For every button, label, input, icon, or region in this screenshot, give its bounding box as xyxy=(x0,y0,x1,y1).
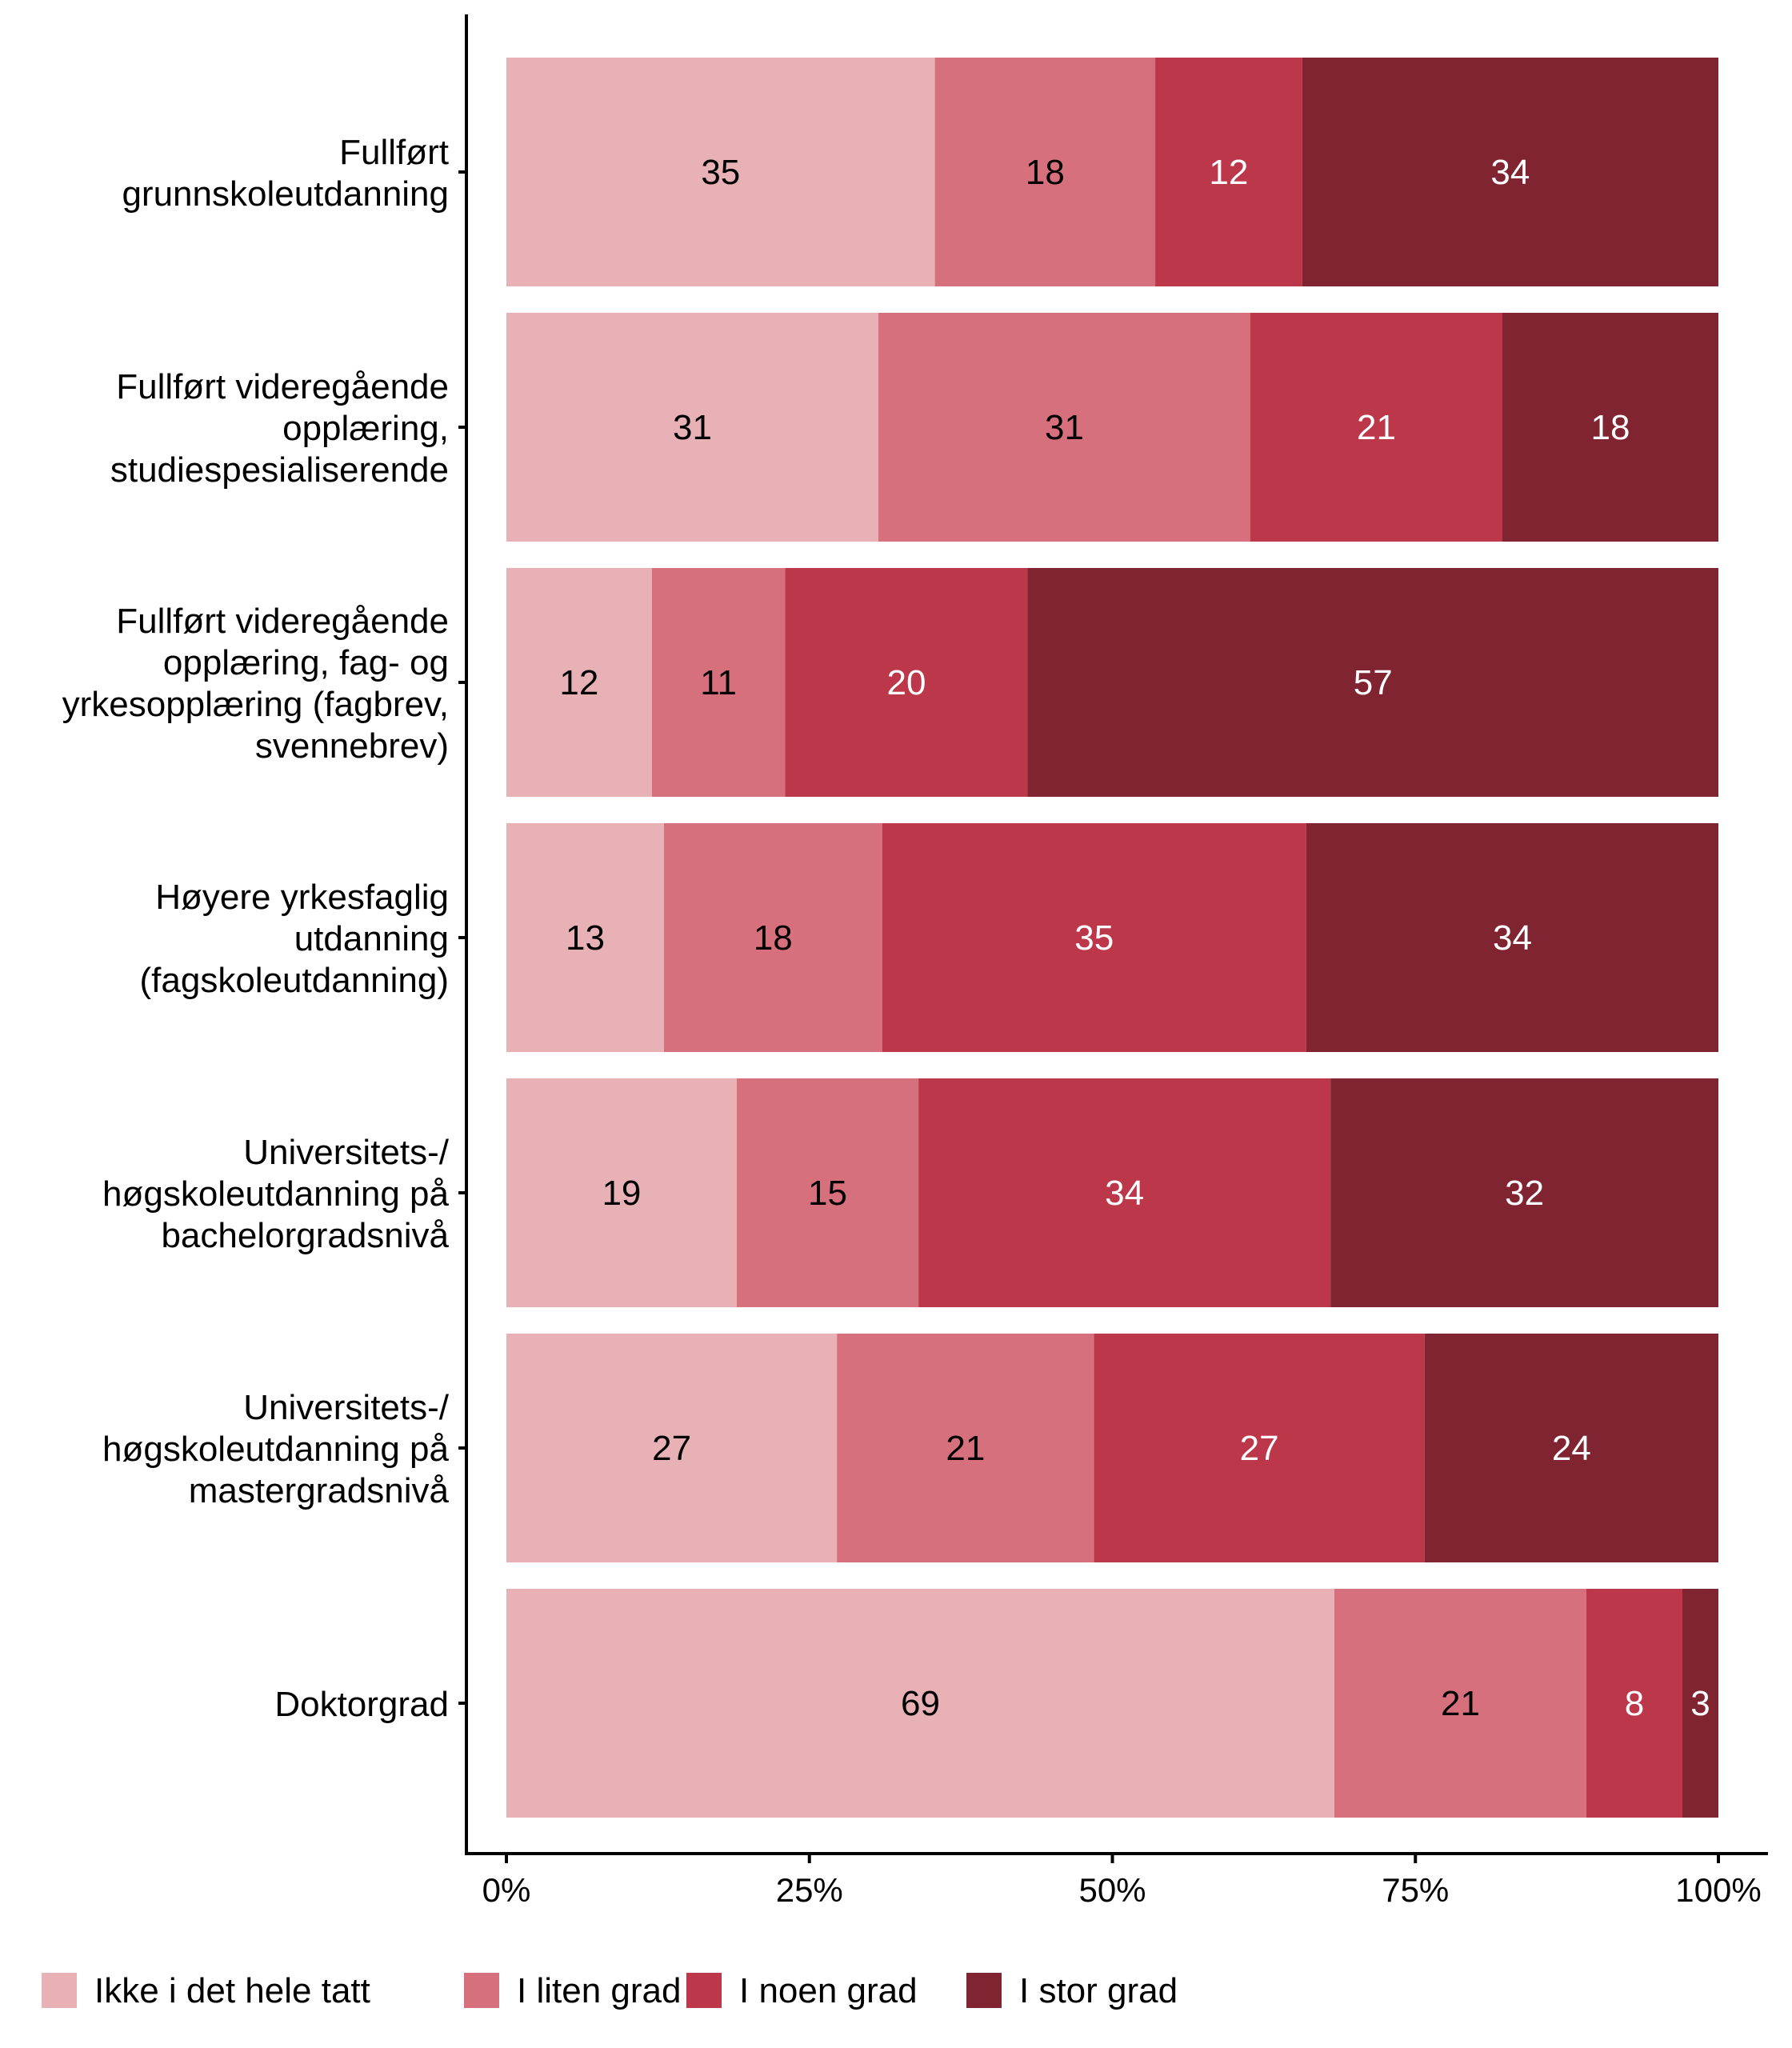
legend-label: I stor grad xyxy=(1019,1971,1178,2010)
data-label: 35 xyxy=(1074,918,1114,958)
bar-segment xyxy=(506,1589,1334,1818)
category-label: Fullført grunnskoleutdanning xyxy=(122,133,449,214)
bar-segment xyxy=(1250,313,1502,542)
bar-segment xyxy=(651,568,786,797)
legend-swatch xyxy=(464,1973,499,2008)
data-label: 57 xyxy=(1354,663,1393,702)
legend[interactable]: Ikke i det hele tatt I liten grad I noen g… xyxy=(42,1971,1178,2010)
data-label: 35 xyxy=(701,153,740,192)
bar-segment xyxy=(1302,58,1718,286)
data-label: 34 xyxy=(1105,1174,1144,1213)
category-label: Universitets-/høgskoleutdanning på master… xyxy=(102,1388,450,1510)
data-label: 20 xyxy=(886,663,926,702)
category-label: Doktorgrad xyxy=(274,1685,449,1724)
data-label: 21 xyxy=(1441,1684,1480,1723)
data-label: 12 xyxy=(559,663,598,702)
category-label: Fullført videregående opplæring, fag- og y… xyxy=(62,602,449,766)
bar-segment xyxy=(1155,58,1302,286)
legend-swatch xyxy=(686,1973,722,2008)
data-label: 18 xyxy=(1591,408,1630,447)
bar-segment xyxy=(736,1078,919,1307)
data-label: 21 xyxy=(946,1429,985,1468)
bar-segment xyxy=(1502,313,1718,542)
legend-swatch xyxy=(966,1973,1002,2008)
bar-segment xyxy=(882,823,1306,1052)
x-tick-label: 100% xyxy=(1675,1871,1761,1909)
data-label: 8 xyxy=(1625,1684,1644,1723)
data-label: 31 xyxy=(673,408,712,447)
bar-segment xyxy=(506,568,652,797)
data-label: 34 xyxy=(1490,153,1530,192)
data-label: 15 xyxy=(808,1174,847,1213)
legend-swatch xyxy=(42,1973,77,2008)
data-label: 32 xyxy=(1505,1174,1544,1213)
x-tick-label: 0% xyxy=(482,1871,531,1909)
legend-item[interactable]: I liten grad xyxy=(464,1971,681,2010)
bar-segment xyxy=(506,313,878,542)
data-label: 13 xyxy=(566,918,605,958)
category-label: Universitets-/høgskoleutdanning på bachel… xyxy=(102,1133,450,1255)
x-tick-label: 50% xyxy=(1078,1871,1146,1909)
x-axis: 0% 25% 50% 75% 100% xyxy=(465,1852,1768,1909)
x-tick-label: 25% xyxy=(776,1871,843,1909)
bar-segment xyxy=(837,1334,1094,1562)
legend-item[interactable]: Ikke i det hele tatt xyxy=(42,1971,370,2010)
bar-segment xyxy=(878,313,1250,542)
bar-segment xyxy=(1094,1334,1425,1562)
data-label: 18 xyxy=(754,918,793,958)
data-label: 31 xyxy=(1045,408,1084,447)
bar-segment xyxy=(663,823,882,1052)
bar-segment xyxy=(506,58,935,286)
data-label: 69 xyxy=(901,1684,940,1723)
bar-segment xyxy=(934,58,1156,286)
data-label: 11 xyxy=(700,663,737,702)
bar-segment xyxy=(785,568,1028,797)
data-label: 19 xyxy=(602,1174,641,1213)
legend-item[interactable]: I noen grad xyxy=(686,1971,918,2010)
bar-segment xyxy=(1306,823,1718,1052)
category-label: Høyere yrkesfaglig utdanning (fagskoleutda… xyxy=(140,878,449,1000)
bar-segment xyxy=(506,823,664,1052)
data-label: 3 xyxy=(1690,1684,1710,1723)
bar-segment xyxy=(1330,1078,1718,1307)
bar-segment xyxy=(1682,1589,1718,1818)
legend-label: I liten grad xyxy=(517,1971,681,2010)
bar-segment xyxy=(506,1334,838,1562)
data-label: 18 xyxy=(1026,153,1065,192)
category-label: Fullført videregående opplæring, studiespe… xyxy=(110,367,449,490)
data-label: 27 xyxy=(652,1429,691,1468)
bar-segment xyxy=(506,1078,737,1307)
bars-layer xyxy=(506,58,1718,1818)
x-tick-label: 75% xyxy=(1382,1871,1449,1909)
bar-segment xyxy=(1586,1589,1682,1818)
bar-segment xyxy=(1027,568,1718,797)
data-label: 21 xyxy=(1357,408,1396,447)
bar-segment xyxy=(1424,1334,1718,1562)
y-axis: Fullført grunnskoleutdanning Fullført vide… xyxy=(62,14,468,1855)
data-label: 12 xyxy=(1209,153,1248,192)
bar-segment xyxy=(918,1078,1331,1307)
legend-item[interactable]: I stor grad xyxy=(966,1971,1178,2010)
data-label: 34 xyxy=(1493,918,1532,958)
data-label: 24 xyxy=(1552,1429,1591,1468)
data-label: 27 xyxy=(1240,1429,1279,1468)
legend-label: I noen grad xyxy=(739,1971,918,2010)
bar-segment xyxy=(1334,1589,1586,1818)
legend-label: Ikke i det hele tatt xyxy=(94,1971,370,2010)
